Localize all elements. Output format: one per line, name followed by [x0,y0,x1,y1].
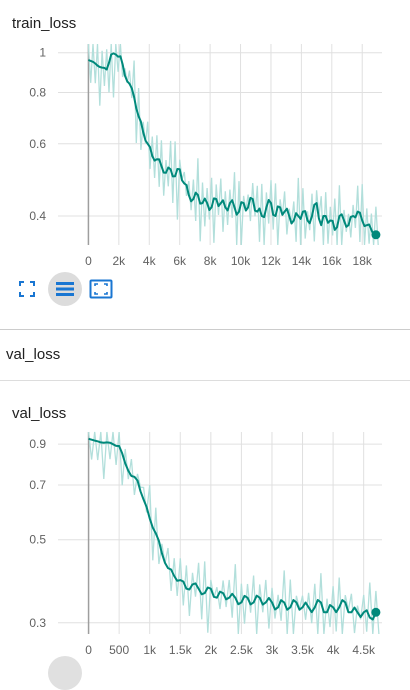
x-tick-label: 4k [143,254,157,268]
y-tick-label: 0.5 [29,533,46,547]
expand-icon [89,279,113,299]
x-tick-label: 2k [204,643,218,657]
train-loss-card-title: train_loss [12,15,77,32]
y-tick-label: 0.9 [29,437,46,451]
x-tick-label: 14k [292,254,312,268]
fit-domain-icon [19,281,35,297]
series-endpoint [371,230,381,240]
raw-series-line [87,43,379,246]
x-tick-label: 10k [231,254,251,268]
y-tick-label: 0.6 [29,137,46,151]
y-tick-label: 0.4 [29,209,46,223]
val-loss-section-header[interactable]: val_loss [0,329,410,381]
y-tick-label: 0.8 [29,85,46,99]
x-tick-label: 4k [327,643,341,657]
x-tick-label: 2k [113,254,127,268]
chart-toolbar [16,272,126,306]
val-loss-chart[interactable]: 0.9 0.7 0.5 0.3 0 500 1k 1.5k 2k 2.5k 3k 3.5k 4k 4.5k [0,422,410,662]
x-tick-label: 3k [266,643,280,657]
y-tick-label: 0.3 [29,616,46,630]
x-tick-label: 1.5k [169,643,193,657]
y-tick-label: 1 [39,46,46,60]
x-tick-label: 2.5k [230,643,254,657]
x-tick-label: 4.5k [352,643,376,657]
x-tick-label: 8k [204,254,218,268]
x-tick-label: 0 [85,254,92,268]
smoothed-series-line [88,437,377,621]
fit-domain-button[interactable] [10,272,44,306]
train-loss-chart[interactable]: 1 0.8 0.6 0.4 0 2k 4k 6k 8k 10k 12k 14k 16k 18k [0,0,410,275]
x-tick-label: 3.5k [291,643,315,657]
series-endpoint [371,607,381,617]
x-tick-label: 1k [143,643,157,657]
x-tick-label: 16k [322,254,342,268]
smoothed-series-line [88,52,377,237]
raw-series-line [87,431,380,635]
expand-chart-button[interactable] [84,272,118,306]
x-tick-label: 500 [109,643,129,657]
toggle-log-scale-icon [56,282,74,296]
x-tick-label: 0 [85,643,92,657]
x-tick-label: 6k [173,254,187,268]
x-tick-label: 18k [353,254,373,268]
val-loss-section-label: val_loss [6,346,61,363]
x-tick-label: 12k [261,254,281,268]
toggle-log-scale-button[interactable] [48,272,82,306]
y-tick-label: 0.7 [29,478,46,492]
toggle-log-scale-button-2[interactable] [48,656,82,690]
val-loss-card-title: val_loss [12,405,67,422]
